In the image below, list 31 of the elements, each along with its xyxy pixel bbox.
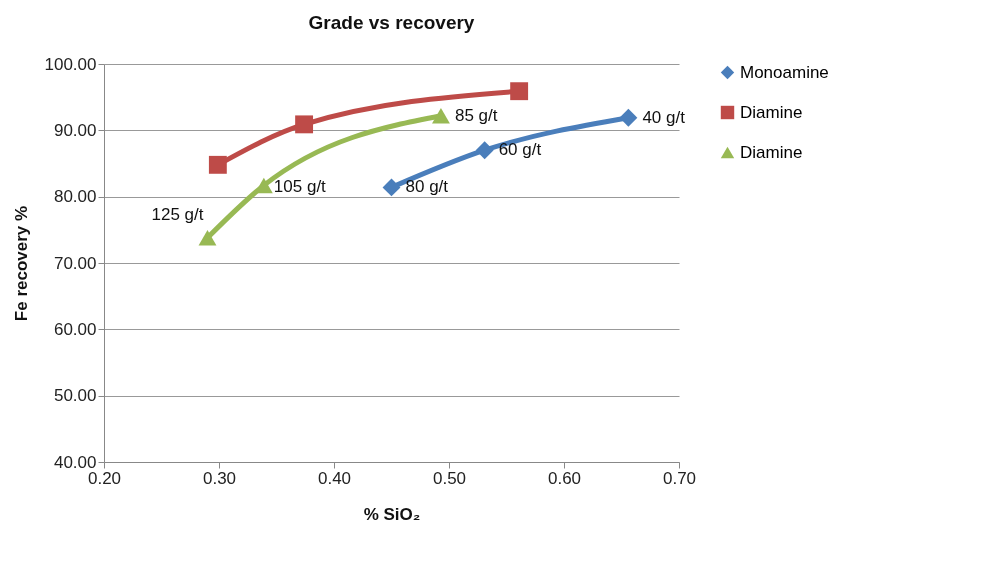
y-tick-label: 70.00 [53, 253, 97, 273]
point [432, 107, 450, 124]
x-tick-label: 0.60 [547, 468, 582, 488]
annotation: 105 g/t [273, 177, 327, 197]
annotation: 60 g/t [498, 140, 542, 160]
x-tick-label: 0.70 [662, 468, 697, 488]
point [295, 115, 314, 134]
y-tick-label: 80.00 [53, 187, 97, 207]
y-tick-label: 50.00 [53, 386, 97, 406]
x-tick-label: 0.50 [432, 468, 467, 488]
annotation: 125 g/t [151, 204, 204, 224]
annotation: 80 g/t [405, 177, 449, 197]
point [475, 141, 494, 160]
legend-label: Monoamine [740, 62, 829, 82]
annotation: 40 g/t [642, 107, 686, 127]
point [198, 230, 217, 246]
x-tick-label: 0.30 [202, 468, 237, 488]
point [619, 108, 638, 127]
y-tick-label: 100.00 [44, 54, 97, 74]
point [510, 82, 529, 101]
chart-title: Grade vs recovery [308, 12, 475, 33]
point [208, 155, 227, 174]
x-axis-title: % SiO₂ [363, 504, 421, 524]
legend-label: Diamine [740, 102, 803, 122]
point [382, 178, 401, 197]
y-axis-title: Fe recovery % [11, 205, 31, 322]
annotation: 85 g/t [454, 105, 498, 125]
y-tick-label: 90.00 [53, 120, 97, 140]
legend-label: Diamine [740, 142, 803, 162]
y-tick-label: 60.00 [53, 319, 97, 339]
x-tick-label: 0.40 [317, 468, 352, 488]
